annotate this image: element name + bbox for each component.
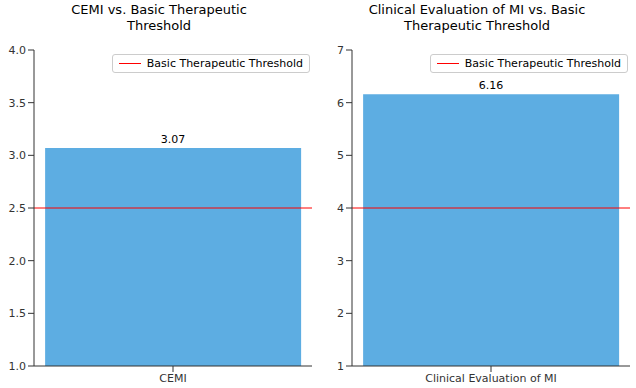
svg-text:2: 2: [337, 307, 344, 320]
svg-text:1: 1: [337, 360, 344, 373]
html-text:CEMI vs. Basic Therapeutic Thr: CEMI vs. Basic Therapeutic Threshold: [71, 2, 247, 33]
svg-text:3.0: 3.0: [9, 149, 27, 162]
html-text:Clinical Evaluation of MI vs.: Clinical Evaluation of MI vs. Basic Ther…: [368, 2, 586, 33]
svg-text:4: 4: [337, 202, 344, 215]
html-text:Basic Therapeutic Threshold: Basic Therapeutic Threshold: [146, 57, 303, 70]
svg-text:1.5: 1.5: [9, 307, 27, 320]
html-text:Basic Therapeutic Threshold: Basic Therapeutic Threshold: [464, 57, 621, 70]
svg-text:6: 6: [337, 97, 344, 110]
svg-text:2.0: 2.0: [9, 255, 27, 268]
svg-text:3: 3: [337, 255, 344, 268]
svg-text:6.16: 6.16: [479, 79, 504, 92]
svg-text:Clinical Evaluation of MI: Clinical Evaluation of MI: [425, 372, 557, 385]
svg-text:4.0: 4.0: [9, 44, 27, 57]
svg-text:5: 5: [337, 149, 344, 162]
svg-text:3.5: 3.5: [9, 97, 27, 110]
svg-text:CEMI: CEMI: [159, 372, 186, 385]
svg-text:1.0: 1.0: [9, 360, 27, 373]
svg-text:7: 7: [337, 44, 344, 57]
svg-text:3.07: 3.07: [161, 133, 186, 146]
svg-text:2.5: 2.5: [9, 202, 27, 215]
